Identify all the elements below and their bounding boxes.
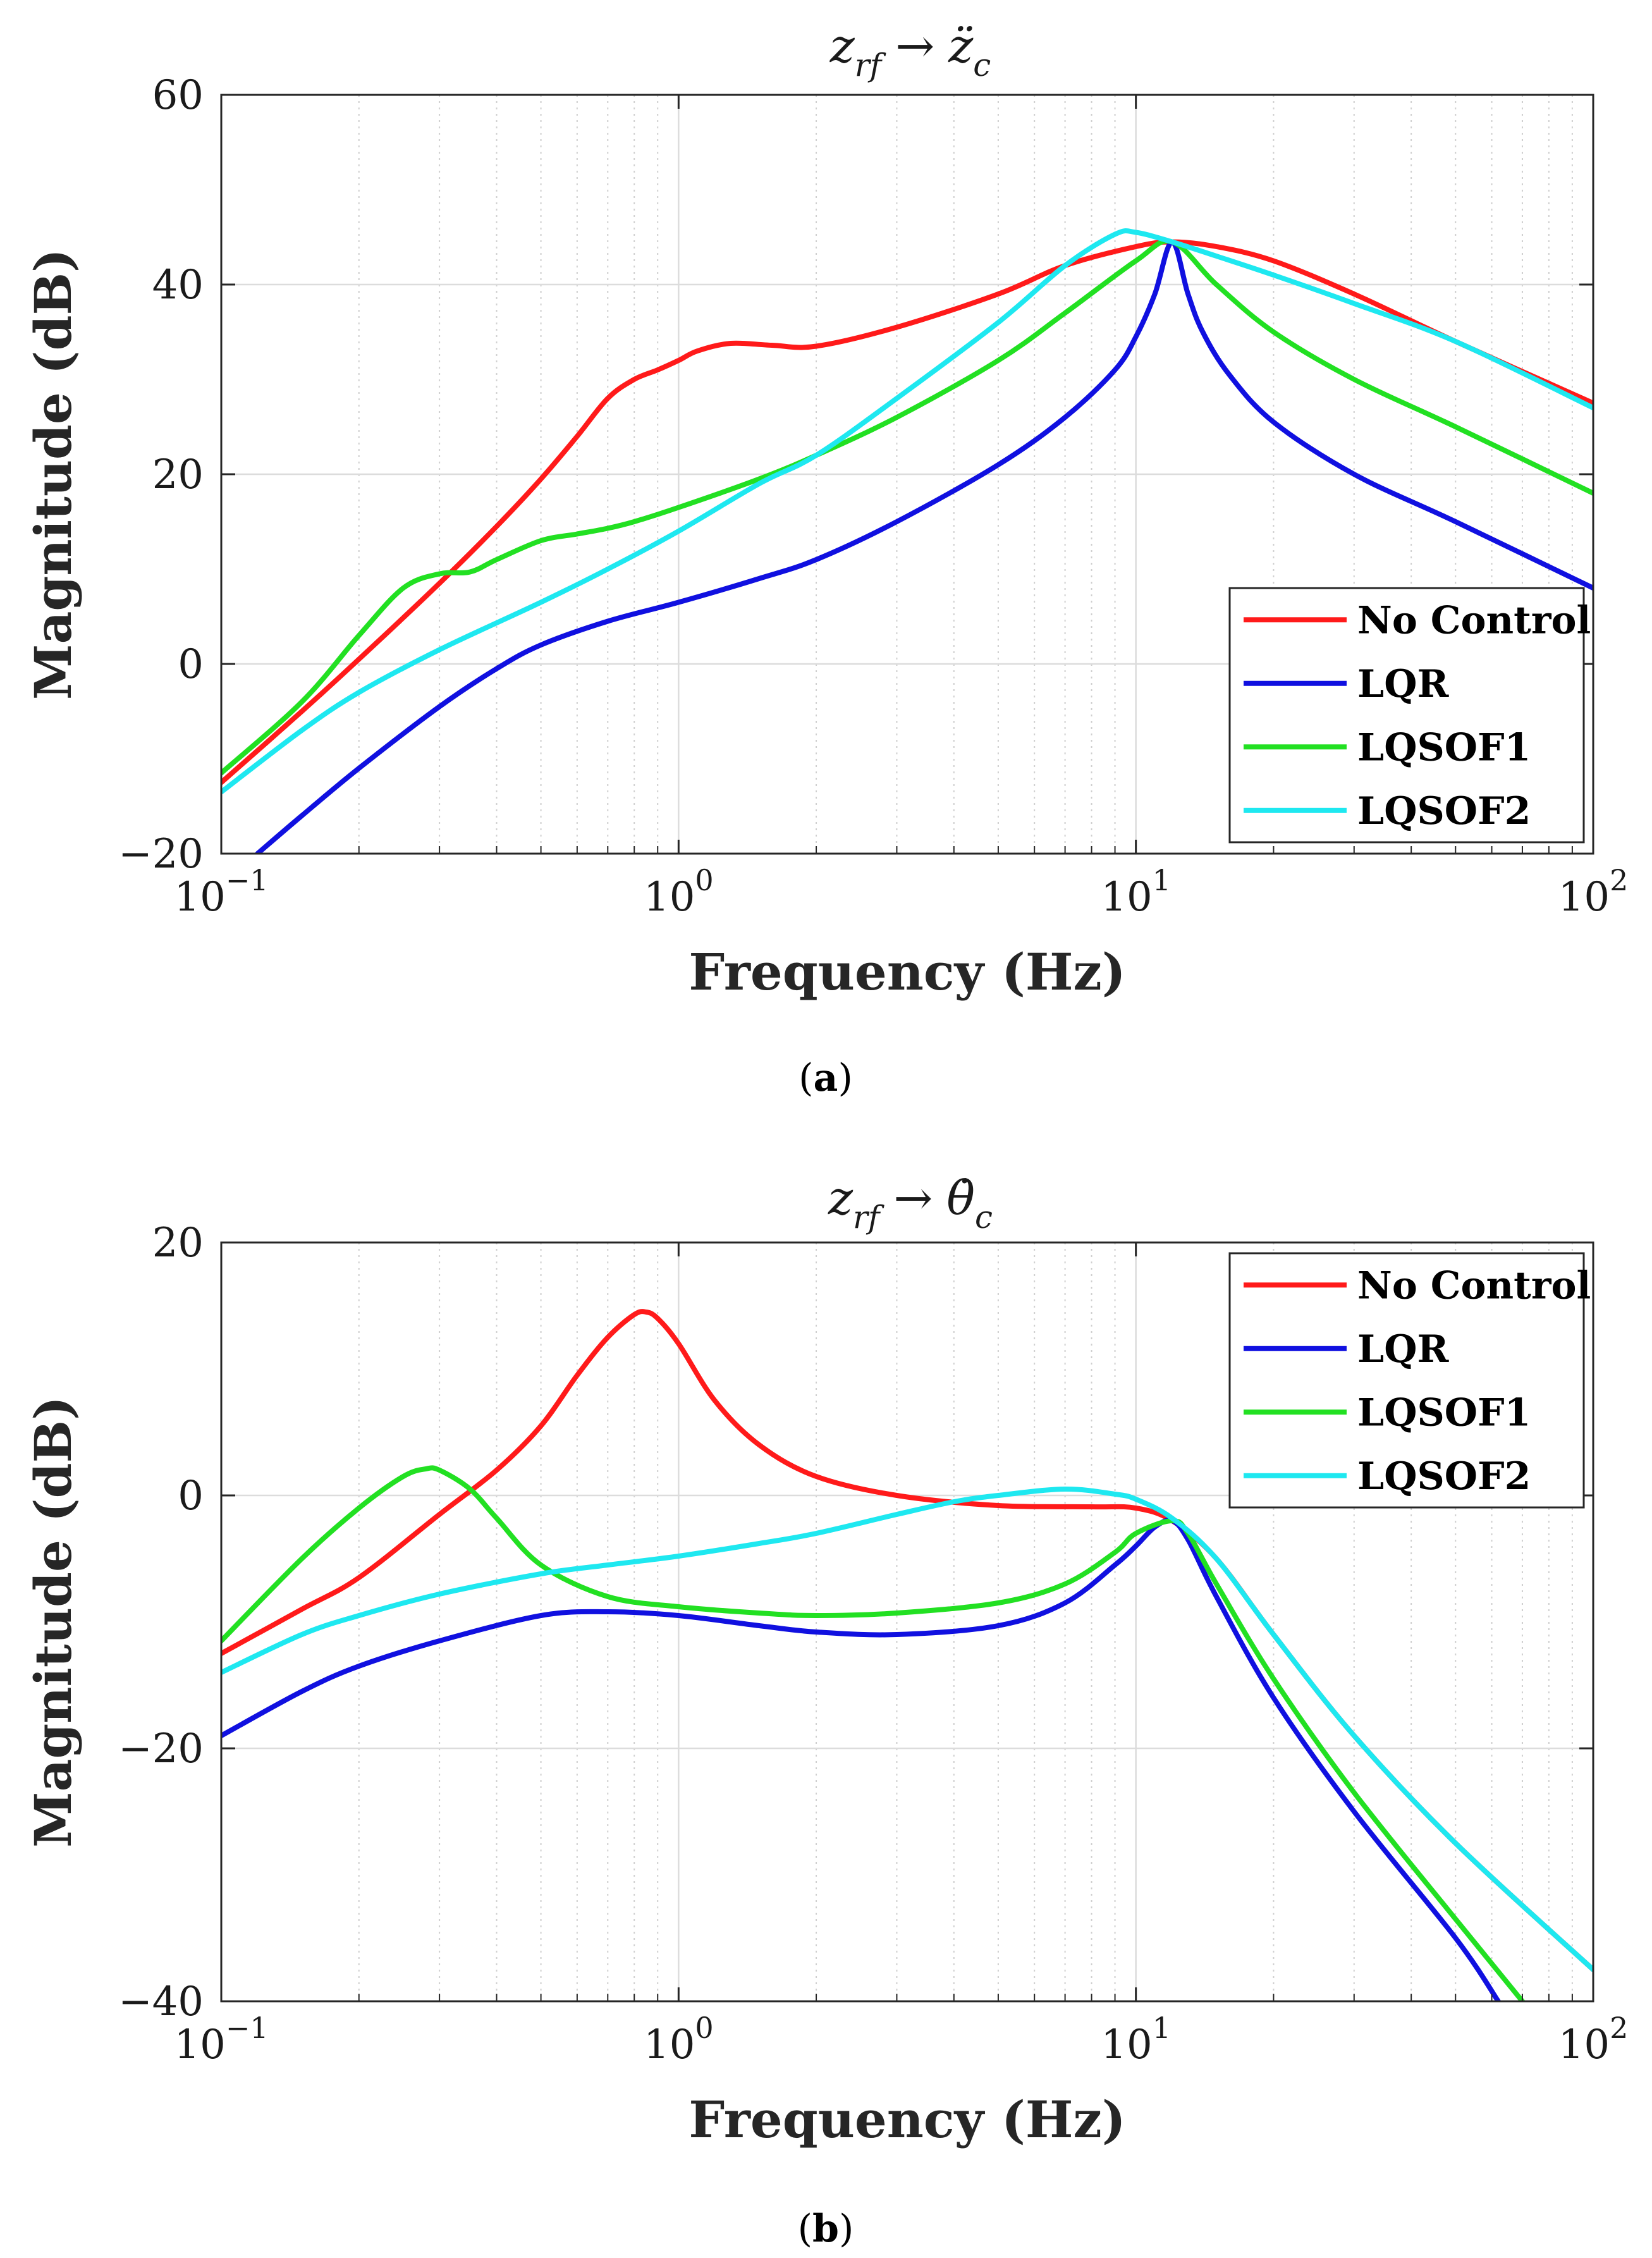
y-tick-label: 0 — [178, 641, 204, 688]
y-axis-label: Magnitude (dB) — [23, 249, 83, 700]
x-tick-label: 102 — [1558, 2011, 1629, 2068]
series-line-lqsof1 — [221, 1465, 1525, 2001]
panel-caption: (b) — [798, 2207, 854, 2251]
series-line-no-control — [221, 239, 1593, 785]
legend-label: LQR — [1357, 1327, 1449, 1371]
panel-b: zrf → θ̇c 10−1 100 101 102 −40 −20 0 20 Frequency… — [23, 1171, 1628, 2251]
plot-frame — [220, 1241, 1594, 2003]
legend-label: No Control — [1357, 1263, 1591, 1308]
x-tick-label: 100 — [644, 2011, 714, 2068]
legend-box — [1228, 1252, 1585, 1509]
x-tick-label: 101 — [1101, 2011, 1171, 2068]
y-axis-label: Magnitude (dB) — [23, 1396, 83, 1848]
legend: No Control LQR LQSOF1 LQSOF2 — [1228, 587, 1591, 844]
series-line-lqr — [221, 1518, 1501, 2001]
legend-box — [1228, 587, 1585, 844]
y-tick-label: −40 — [118, 1979, 204, 2025]
series-line-lqsof2 — [221, 1486, 1593, 1972]
x-axis-label: Frequency (Hz) — [688, 2090, 1125, 2149]
x-tick-label: 10−1 — [174, 863, 268, 921]
y-tick-label: 20 — [152, 1220, 204, 1267]
chart-title: zrf → θ̇c — [828, 1171, 993, 1236]
y-tick-label: 0 — [178, 1473, 204, 1519]
legend: No Control LQR LQSOF1 LQSOF2 — [1228, 1252, 1591, 1509]
legend-label: LQR — [1357, 662, 1449, 706]
x-tick-label: 100 — [644, 863, 714, 921]
axis-ticks: 10−1 100 101 102 −20 0 20 40 60 — [118, 72, 1628, 921]
x-axis-label: Frequency (Hz) — [688, 942, 1125, 1002]
legend-label: LQSOF1 — [1357, 725, 1531, 770]
panel-caption: (a) — [798, 1056, 853, 1100]
axis-ticks: 10−1 100 101 102 −40 −20 0 20 — [118, 1220, 1628, 2068]
panel-a: zrf → z̈c 10−1 100 101 102 −20 0 20 40 60 Frequenc… — [23, 19, 1628, 1100]
y-tick-label: 40 — [152, 262, 204, 309]
legend-label: LQSOF2 — [1357, 1454, 1531, 1499]
y-tick-label: 20 — [152, 451, 204, 498]
series-layer — [221, 228, 1593, 854]
legend-label: LQSOF2 — [1357, 789, 1531, 833]
series-line-lqsof2 — [221, 228, 1593, 795]
x-tick-label: 102 — [1558, 863, 1629, 921]
series-line-lqr — [255, 239, 1593, 854]
y-tick-label: −20 — [118, 1726, 204, 1772]
chart-title: zrf → z̈c — [829, 19, 991, 83]
x-tick-label: 10−1 — [174, 2011, 268, 2068]
y-tick-label: −20 — [118, 831, 204, 878]
legend-label: LQSOF1 — [1357, 1390, 1531, 1435]
legend-label: No Control — [1357, 598, 1591, 642]
x-tick-label: 101 — [1101, 863, 1171, 921]
series-layer — [221, 1309, 1593, 2001]
y-tick-label: 60 — [152, 72, 204, 119]
